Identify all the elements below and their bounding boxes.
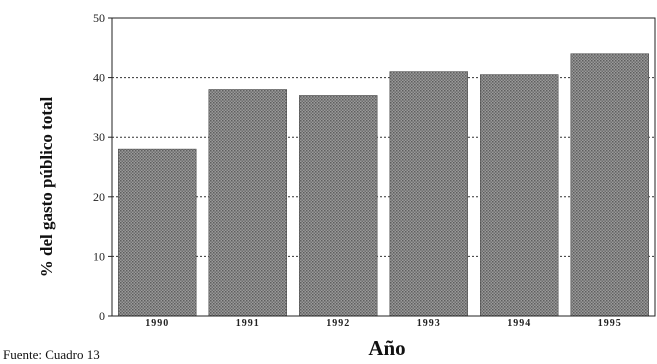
y-tick-labels: 0 10 20 30 40 50: [93, 11, 105, 323]
x-tick-label: 1991: [236, 318, 260, 329]
x-axis-label: Año: [368, 336, 405, 360]
y-tick-label: 0: [99, 309, 105, 323]
bar-1992: [299, 95, 378, 317]
plot-frame: [111, 17, 656, 317]
x-tick-label: 1993: [417, 318, 441, 329]
x-tick-labels: 1990 1991 1992 1993 1994 1995: [145, 318, 622, 329]
axes: [108, 17, 656, 317]
x-tick-label: 1995: [598, 318, 622, 329]
gridlines: [112, 77, 655, 257]
y-axis-label: % del gasto público total: [37, 97, 56, 278]
bar-1990: [118, 148, 197, 317]
y-tick-label: 40: [93, 71, 105, 85]
x-tick-label: 1992: [326, 318, 350, 329]
bar-1993: [389, 71, 468, 317]
bar-1994: [480, 74, 559, 317]
y-tick-label: 10: [93, 249, 105, 263]
x-tick-label: 1994: [507, 318, 531, 329]
bar-1995: [570, 53, 649, 317]
y-tick-label: 30: [93, 130, 105, 144]
source-note: Fuente: Cuadro 13: [3, 347, 100, 362]
bar-1991: [208, 89, 287, 317]
y-tick-label: 20: [93, 190, 105, 204]
x-tick-label: 1990: [145, 318, 169, 329]
y-tick-label: 50: [93, 11, 105, 25]
bars: [118, 53, 649, 317]
